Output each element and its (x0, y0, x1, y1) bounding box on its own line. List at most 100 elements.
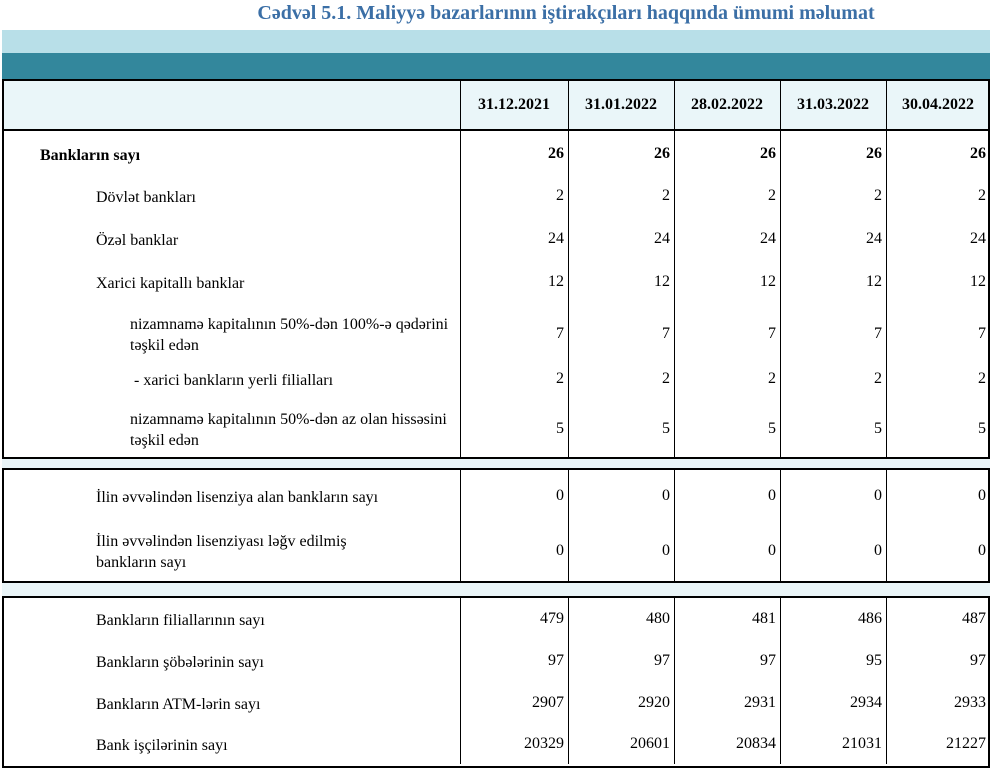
cell-value: 5 (978, 420, 986, 437)
cell-value: 12 (654, 273, 670, 290)
row-label: Bankların şöbələrinin sayı (96, 653, 264, 671)
cell-value: 20601 (630, 735, 670, 752)
column-divider (886, 79, 887, 459)
column-divider (886, 468, 887, 583)
cell-value: 2934 (850, 694, 882, 711)
cell-value: 97 (548, 652, 564, 669)
row-label: İlin əvvəlindən lisenziya alan bankların… (96, 488, 379, 506)
cell-value: 0 (768, 487, 776, 504)
cell-value: 97 (760, 652, 776, 669)
column-divider (568, 79, 569, 459)
cell-value: 5 (556, 420, 564, 437)
row-label: Özəl banklar (96, 231, 179, 249)
cell-value: 2 (556, 370, 564, 387)
cell-value: 2931 (744, 694, 776, 711)
cell-value: 12 (548, 273, 564, 290)
cell-value: 0 (556, 487, 564, 504)
cell-value: 2907 (532, 694, 564, 711)
cell-value: 5 (874, 420, 882, 437)
cell-value: 0 (556, 542, 564, 559)
cell-value: 487 (962, 610, 986, 627)
cell-value: 479 (540, 610, 564, 627)
cell-value: 0 (978, 487, 986, 504)
cell-value: 5 (768, 420, 776, 437)
cell-value: 0 (662, 487, 670, 504)
cell-value: 95 (866, 652, 882, 669)
column-divider (674, 596, 675, 764)
row-label: nizamnamə kapitalının 50%-dən az olan hi… (130, 411, 447, 449)
cell-value: 24 (970, 230, 986, 247)
cell-value: 486 (858, 610, 882, 627)
column-divider (460, 468, 461, 583)
row-label: Bankların filiallarının sayı (96, 611, 265, 629)
row-label: Xarici kapitallı banklar (96, 274, 245, 292)
cell-value: 7 (556, 325, 564, 342)
section-bank-counts (2, 129, 990, 459)
row-label: Bank işçilərinin sayı (96, 736, 228, 754)
cell-value: 12 (760, 273, 776, 290)
cell-value: 2 (662, 370, 670, 387)
cell-value: 12 (866, 273, 882, 290)
column-divider (886, 596, 887, 764)
header-band-light (2, 30, 990, 53)
cell-value: 24 (760, 230, 776, 247)
cell-value: 2 (874, 187, 882, 204)
cell-value: 0 (768, 542, 776, 559)
column-divider (674, 468, 675, 583)
header-band-dark (2, 53, 990, 79)
column-divider (568, 596, 569, 764)
cell-value: 21227 (946, 735, 986, 752)
cell-value: 26 (866, 145, 882, 162)
cell-value: 2920 (638, 694, 670, 711)
cell-value: 2 (978, 370, 986, 387)
cell-value: 2 (978, 187, 986, 204)
cell-value: 7 (662, 325, 670, 342)
cell-value: 21031 (842, 735, 882, 752)
column-divider (460, 596, 461, 764)
row-label: Bankların sayı (40, 146, 141, 164)
cell-value: 480 (646, 610, 670, 627)
cell-value: 20329 (524, 735, 564, 752)
cell-value: 2 (874, 370, 882, 387)
column-header: 31.03.2022 (797, 96, 869, 113)
column-divider (674, 79, 675, 459)
cell-value: 20834 (736, 735, 776, 752)
cell-value: 7 (768, 325, 776, 342)
column-header: 31.12.2021 (478, 96, 550, 113)
cell-value: 24 (654, 230, 670, 247)
cell-value: 0 (978, 542, 986, 559)
cell-value: 12 (970, 273, 986, 290)
column-divider (568, 468, 569, 583)
column-header: 28.02.2022 (691, 96, 763, 113)
column-divider (460, 79, 461, 459)
column-divider (780, 468, 781, 583)
cell-value: 7 (978, 325, 986, 342)
row-label: nizamnamə kapitalının 50%-dən 100%-ə qəd… (130, 316, 449, 354)
cell-value: 26 (548, 145, 564, 162)
cell-value: 2 (556, 187, 564, 204)
cell-value: 481 (752, 610, 776, 627)
cell-value: 7 (874, 325, 882, 342)
cell-value: 0 (874, 487, 882, 504)
table-title: Cədvəl 5.1. Maliyyə bazarlarının iştirak… (257, 2, 875, 24)
row-label: - xarici bankların yerli filialları (134, 371, 334, 389)
column-header: 31.01.2022 (585, 96, 657, 113)
cell-value: 2933 (954, 694, 986, 711)
cell-value: 24 (548, 230, 564, 247)
column-divider (780, 79, 781, 459)
column-header: 30.04.2022 (902, 96, 974, 113)
cell-value: 26 (654, 145, 670, 162)
column-divider (780, 596, 781, 764)
cell-value: 5 (662, 420, 670, 437)
section-licenses (2, 468, 990, 583)
section-gap (2, 583, 990, 598)
row-label: Bankların ATM-lərin sayı (96, 695, 261, 713)
cell-value: 2 (662, 187, 670, 204)
row-label: Dövlət bankları (96, 188, 196, 206)
cell-value: 26 (760, 145, 776, 162)
cell-value: 0 (874, 542, 882, 559)
cell-value: 0 (662, 542, 670, 559)
cell-value: 24 (866, 230, 882, 247)
cell-value: 2 (768, 370, 776, 387)
cell-value: 97 (970, 652, 986, 669)
